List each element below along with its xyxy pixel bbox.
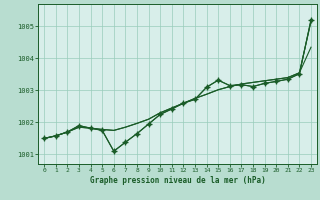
X-axis label: Graphe pression niveau de la mer (hPa): Graphe pression niveau de la mer (hPa) [90, 176, 266, 185]
